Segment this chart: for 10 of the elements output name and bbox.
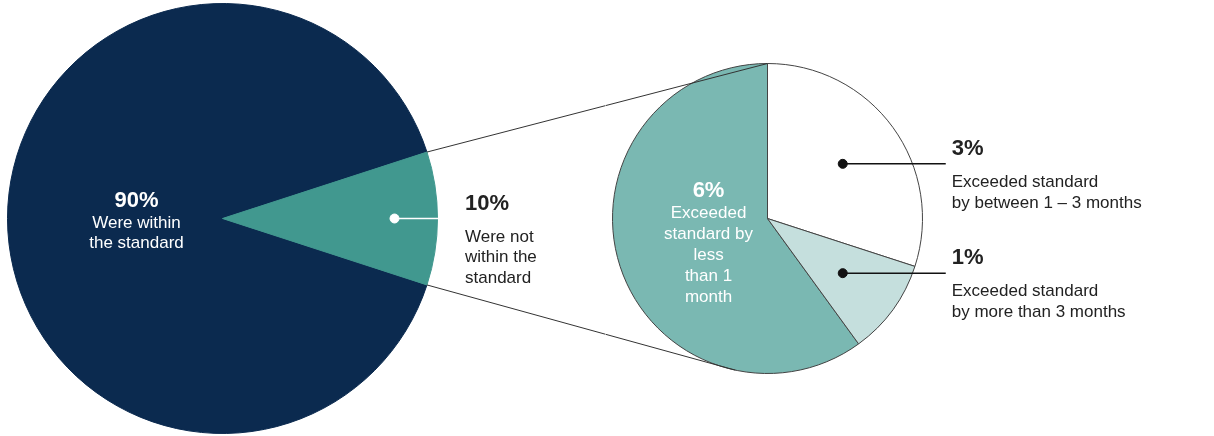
slice-label: Exceeded standard by less than 1 month	[664, 203, 754, 306]
slice-label: Were within the standard	[89, 212, 184, 253]
data-label: 6%	[692, 177, 725, 203]
data-label: 10%	[465, 189, 510, 215]
data-label: 1%	[951, 244, 984, 270]
slice-label: Exceeded standard by more than 3 months	[951, 281, 1126, 322]
slice-label: Were not within the standard	[464, 226, 537, 288]
data-label: 3%	[951, 134, 984, 160]
data-label: 90%	[114, 186, 159, 212]
slice-label: Exceeded standard by between 1 – 3 months	[951, 171, 1142, 212]
